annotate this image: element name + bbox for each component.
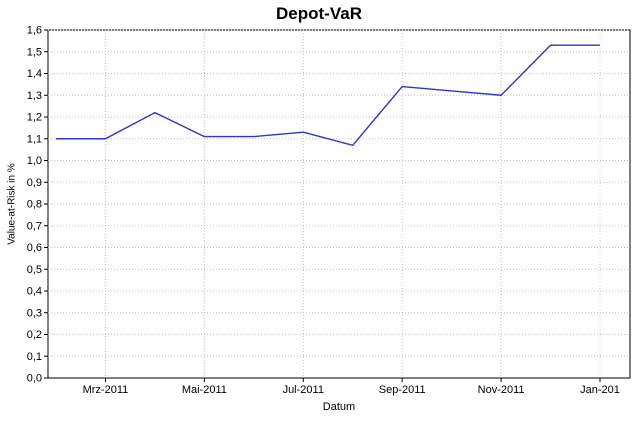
y-tick-label: 0,5: [27, 264, 42, 276]
y-tick-label: 0,3: [27, 307, 42, 319]
y-tick-label: 1,0: [27, 155, 42, 167]
x-tick-label: Jul-2011: [283, 384, 324, 396]
x-tick-label: Mrz-2011: [83, 384, 129, 396]
y-tick-label: 1,6: [27, 25, 42, 37]
x-axis-label: Datum: [322, 401, 356, 413]
y-axis-label: Value-at-Risk in %: [6, 163, 18, 245]
y-tick-label: 0,1: [27, 351, 42, 363]
y-tick-label: 1,2: [27, 112, 42, 124]
y-tick-label: 1,3: [27, 90, 42, 102]
x-tick-label: Jan-201: [580, 384, 620, 396]
y-tick-label: 0,7: [27, 220, 42, 232]
y-tick-label: 0,6: [27, 242, 42, 254]
y-tick-label: 0,8: [27, 199, 42, 211]
chart-title: Depot-VaR: [276, 4, 362, 23]
y-tick-label: 0,4: [27, 286, 42, 298]
y-tick-label: 0,0: [27, 373, 42, 385]
x-tick-label: Sep-2011: [379, 384, 426, 396]
y-tick-label: 1,4: [27, 68, 42, 80]
x-tick-label: Nov-2011: [478, 384, 525, 396]
y-tick-label: 1,1: [27, 133, 42, 145]
y-tick-label: 1,5: [27, 46, 42, 58]
y-tick-label: 0,9: [27, 177, 42, 189]
x-tick-label: Mai-2011: [182, 384, 227, 396]
var-series-line: [56, 44, 600, 146]
y-tick-label: 0,2: [27, 329, 42, 341]
